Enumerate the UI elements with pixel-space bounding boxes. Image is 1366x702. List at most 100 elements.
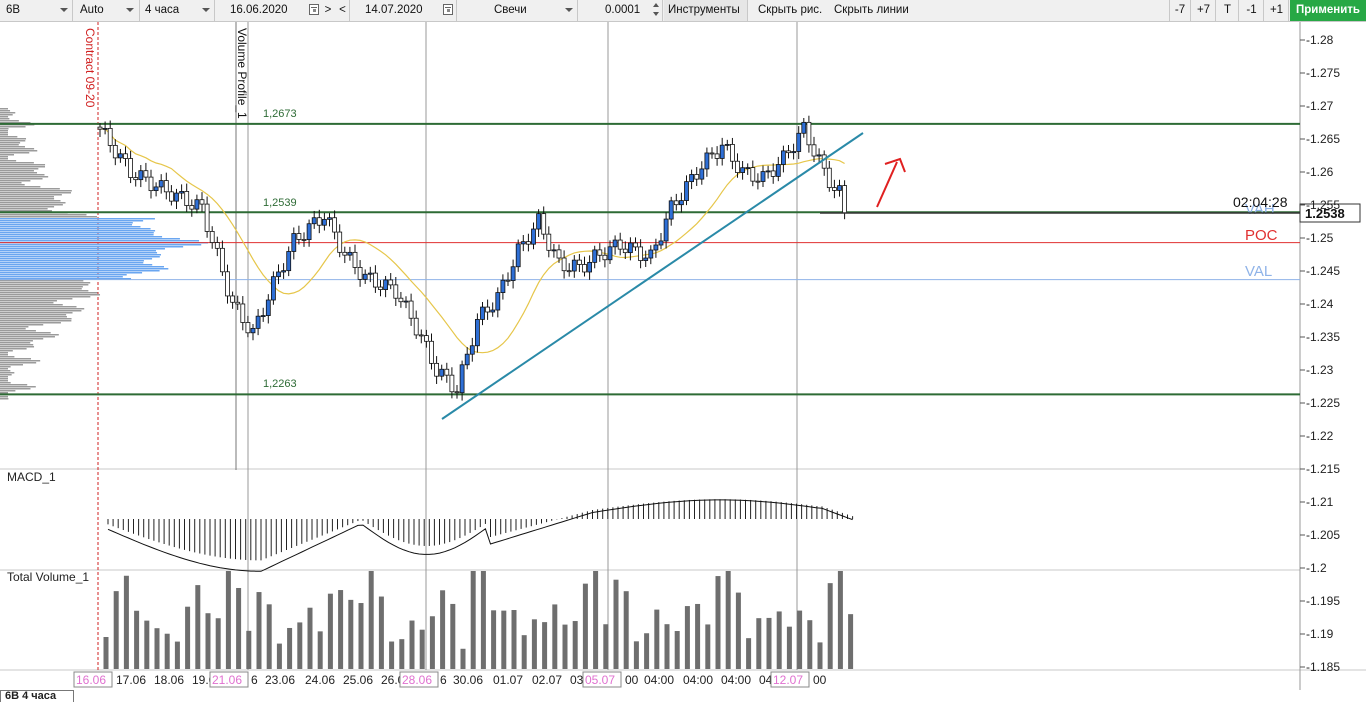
- plus7-button[interactable]: +7: [1192, 0, 1216, 21]
- profile-bar: [0, 396, 8, 398]
- candle-body: [372, 272, 378, 288]
- calendar-icon[interactable]: [309, 4, 319, 15]
- date-label: 00: [625, 673, 639, 687]
- profile-bar: [0, 374, 12, 376]
- candle-body: [321, 218, 327, 226]
- spin-down-icon[interactable]: [653, 12, 659, 16]
- profile-bar-value-area: [0, 274, 127, 276]
- profile-bar: [0, 382, 11, 384]
- timeframe-select[interactable]: 4 часа: [141, 0, 215, 21]
- date-highlight: [399, 671, 439, 688]
- candle-body: [168, 191, 174, 202]
- candle-body: [474, 319, 480, 347]
- grid: [0, 22, 1366, 690]
- volume-bar: [205, 613, 211, 669]
- candle-body: [546, 233, 552, 251]
- profile-bar: [0, 194, 62, 196]
- profile-bar: [0, 366, 11, 368]
- next-button[interactable]: >: [322, 0, 334, 21]
- candle-body: [638, 246, 643, 261]
- candle-body: [107, 127, 113, 146]
- volume-bar: [297, 622, 303, 669]
- candle-body: [531, 228, 536, 245]
- calendar-icon[interactable]: [443, 4, 453, 15]
- profile-bar: [0, 318, 72, 320]
- date-from-value: 16.06.2020: [230, 4, 288, 16]
- price-tick-label: -1.245: [1306, 264, 1340, 278]
- profile-bar-value-area: [0, 252, 158, 254]
- profile-bar-value-area: [0, 260, 144, 262]
- date-axis: 16.06 17.06 18.06 19.021.06 6 23.06 24.06 25.06…: [73, 671, 827, 688]
- volume-bar: [144, 620, 150, 669]
- instruments-button[interactable]: Инструменты: [664, 0, 748, 21]
- candle-body: [189, 205, 195, 210]
- profile-bar: [0, 192, 72, 194]
- chart-type-select[interactable]: Свечи: [458, 0, 578, 21]
- candle-body: [255, 315, 261, 329]
- price-tick-label: -1.255: [1306, 198, 1340, 212]
- hide-lines-button[interactable]: Скрыть линии: [834, 0, 924, 21]
- toolbar: 6B Auto 4 часа 16.06.2020 > < 14.07.2020…: [0, 0, 1366, 22]
- candle-body: [301, 239, 307, 241]
- minus7-button[interactable]: -7: [1169, 0, 1191, 21]
- volume-bar: [440, 590, 446, 669]
- profile-bar: [0, 326, 29, 328]
- candle-body: [469, 345, 475, 355]
- candle-body: [781, 150, 786, 165]
- volume-bar: [460, 648, 466, 669]
- volume-bar: [827, 583, 833, 669]
- price-chart[interactable]: 1,2673 1,2539 1,2263 VAH POC VAL 02:04:2…: [0, 22, 1366, 700]
- profile-bar-value-area: [0, 244, 202, 246]
- volume-bar: [664, 624, 670, 669]
- prev-button[interactable]: <: [336, 0, 350, 21]
- candle-body: [617, 239, 623, 250]
- minus1-label: -1: [1246, 4, 1257, 16]
- profile-bar: [0, 202, 66, 204]
- minus1-button[interactable]: -1: [1240, 0, 1264, 21]
- candle-body: [367, 272, 373, 275]
- candle-body: [383, 279, 389, 290]
- bottom-chart-tab[interactable]: 6B 4 часа: [0, 690, 74, 702]
- volume-bar: [348, 599, 354, 669]
- candle-body: [276, 271, 281, 278]
- candle-body: [592, 249, 598, 263]
- candle-body: [306, 223, 312, 241]
- profile-bar: [0, 156, 8, 158]
- plus1-label: +1: [1269, 4, 1284, 16]
- date-label: 6: [440, 673, 447, 687]
- macd-panel: [107, 499, 854, 572]
- volume-bar: [848, 614, 854, 669]
- candle-body: [510, 266, 516, 281]
- plus1-button[interactable]: +1: [1265, 0, 1289, 21]
- hide-drawings-button[interactable]: Скрыть рис.: [758, 0, 828, 21]
- symbol-select[interactable]: 6B: [0, 0, 73, 21]
- date-from-field[interactable]: 16.06.2020: [216, 0, 320, 21]
- profile-bar-value-area: [0, 240, 200, 242]
- spin-up-icon[interactable]: [653, 3, 659, 7]
- step-field[interactable]: 0.0001: [579, 0, 663, 21]
- profile-bar-value-area: [0, 264, 153, 266]
- candle-body: [480, 306, 485, 320]
- apply-button[interactable]: Применить: [1290, 0, 1366, 21]
- t-button[interactable]: T: [1217, 0, 1239, 21]
- candle-body: [118, 153, 123, 159]
- candle-body: [587, 261, 592, 273]
- profile-bar: [0, 350, 13, 352]
- profile-bar: [0, 108, 8, 110]
- candle-body: [342, 251, 348, 256]
- candle-body: [143, 170, 149, 178]
- candle-body: [311, 217, 317, 225]
- candle-body: [418, 334, 424, 337]
- profile-bar: [0, 312, 73, 314]
- scale-select[interactable]: Auto: [74, 0, 140, 21]
- contract-marker-label: Contract 09-20: [83, 28, 97, 108]
- candle-body: [133, 177, 139, 181]
- price-tick-label: -1.28: [1306, 33, 1334, 47]
- date-to-field[interactable]: 14.07.2020: [351, 0, 457, 21]
- candle-body: [413, 317, 419, 336]
- volume-bar: [766, 617, 772, 669]
- price-tick-label: -1.235: [1306, 330, 1340, 344]
- candle-body: [755, 180, 761, 183]
- profile-bar: [0, 384, 28, 386]
- volume-bar: [480, 571, 486, 669]
